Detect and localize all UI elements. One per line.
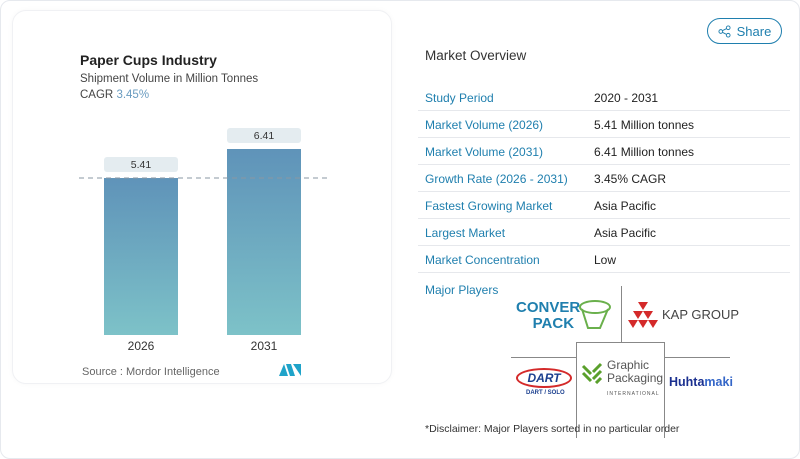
dart-solo-text: DART / SOLO — [526, 390, 565, 396]
dart-logo: DART — [516, 368, 572, 388]
row-label: Market Concentration — [425, 253, 540, 267]
row-value: Low — [594, 253, 617, 267]
cagr: CAGR 3.45% — [80, 89, 149, 101]
disclaimer: *Disclaimer: Major Players sorted in no … — [425, 423, 680, 435]
row-value: 6.41 Million tonnes — [594, 145, 695, 159]
overview-row: Growth Rate (2026 - 2031) 3.45% CAGR — [418, 165, 790, 192]
overview-row: Market Concentration Low — [418, 246, 790, 273]
overview-row: Market Volume (2031) 6.41 Million tonnes — [418, 138, 790, 165]
bar-chart: 5.41 2026 6.41 2031 — [79, 128, 328, 353]
converpack-cup-icon — [579, 300, 611, 329]
row-label: Market Volume (2031) — [425, 145, 544, 159]
graphic-packaging-icon — [581, 362, 603, 384]
chart-title: Paper Cups Industry — [80, 52, 217, 68]
row-value: 3.45% CAGR — [594, 172, 667, 186]
row-label: Growth Rate (2026 - 2031) — [425, 172, 568, 186]
row-value: 2020 - 2031 — [594, 91, 659, 105]
bar-2031 — [227, 149, 301, 335]
source-text: Source : Mordor Intelligence — [82, 366, 220, 378]
share-button[interactable]: Share — [707, 18, 782, 44]
row-label: Largest Market — [425, 226, 506, 240]
overview-row: Study Period 2020 - 2031 — [418, 84, 790, 111]
data-label: 5.41 — [131, 159, 152, 171]
overview-row: Fastest Growing Market Asia Pacific — [418, 192, 790, 219]
major-players-title: Major Players — [425, 283, 499, 297]
chart-subtitle: Shipment Volume in Million Tonnes — [80, 73, 259, 85]
data-label-bg — [104, 157, 178, 173]
row-value: 5.41 Million tonnes — [594, 118, 695, 132]
x-tick-label: 2026 — [128, 339, 155, 353]
data-label-bg — [227, 128, 301, 143]
row-value: Asia Pacific — [594, 199, 657, 213]
huhtamaki-logo: Huhtamaki — [669, 375, 733, 389]
cagr-label: CAGR — [80, 89, 114, 101]
row-value: Asia Pacific — [594, 226, 657, 240]
overview-row: Largest Market Asia Pacific — [418, 219, 790, 246]
overview-title: Market Overview — [425, 48, 527, 63]
row-label: Market Volume (2026) — [425, 118, 544, 132]
bar-2026 — [104, 178, 178, 335]
row-label: Fastest Growing Market — [425, 199, 553, 213]
chart-card — [12, 10, 392, 384]
overview-row: Market Volume (2026) 5.41 Million tonnes — [418, 111, 790, 138]
row-label: Study Period — [425, 91, 494, 105]
cagr-value: 3.45% — [116, 89, 150, 101]
share-label: Share — [736, 23, 772, 39]
x-tick-label: 2031 — [251, 339, 278, 353]
mordor-logo — [279, 364, 301, 376]
data-label: 6.41 — [254, 130, 275, 142]
kap-group-icon — [628, 302, 658, 328]
share-icon — [718, 24, 731, 38]
graphic-packaging-logo: Graphic Packaging INTERNATIONAL — [607, 358, 664, 398]
kap-group-logo: KAP GROUP — [662, 307, 740, 322]
converpack-logo: CONVER PACK — [516, 299, 581, 332]
